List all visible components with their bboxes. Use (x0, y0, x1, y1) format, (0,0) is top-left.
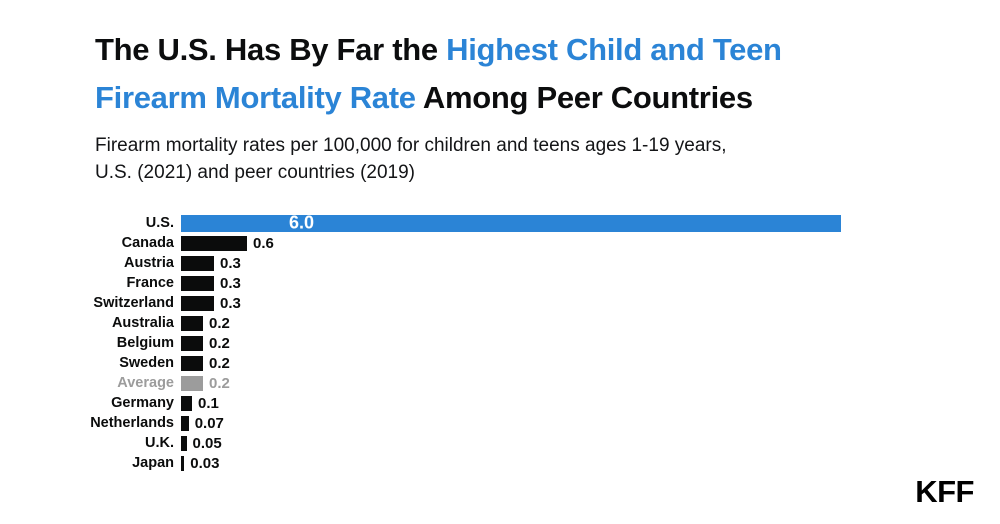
bar-track: 0.03 (181, 454, 1000, 472)
chart-header: The U.S. Has By Far the Highest Child an… (95, 26, 955, 186)
bar-track: 6.0 (181, 212, 1000, 233)
title-blue-segment: Firearm Mortality Rate (95, 80, 416, 115)
chart-row: France 0.3 (0, 273, 1000, 293)
category-label: Netherlands (90, 415, 174, 431)
bar-japan (181, 455, 185, 471)
value-label: 0.05 (192, 434, 222, 452)
bar-track: 0.07 (181, 414, 1000, 432)
chart-row: Netherlands 0.07 (0, 413, 1000, 433)
category-label: France (126, 275, 174, 291)
bar-track: 0.2 (181, 334, 1000, 352)
chart-row: Sweden 0.2 (0, 353, 1000, 373)
subtitle-line-1: Firearm mortality rates per 100,000 for … (95, 135, 727, 156)
subtitle-line-2: U.S. (2021) and peer countries (2019) (95, 162, 416, 183)
chart-row: Belgium 0.2 (0, 333, 1000, 353)
category-label: Sweden (119, 355, 174, 371)
category-label: Switzerland (93, 295, 174, 311)
category-label: U.S. (145, 215, 174, 231)
category-label: Average (117, 375, 174, 391)
value-label: 0.1 (198, 394, 219, 412)
chart-row: U.K. 0.05 (0, 433, 1000, 453)
category-label: Australia (111, 315, 174, 331)
value-label: 6.0 (289, 212, 315, 233)
bar-track: 0.05 (181, 434, 1000, 452)
bar-belgium (181, 335, 203, 351)
category-label: Japan (132, 455, 174, 471)
chart-rows: U.S. 6.0 Canada 0.6 Austria 0.3 France 0.3 Switz… (0, 213, 1000, 473)
category-label: Germany (111, 395, 174, 411)
chart-row: Austria 0.3 (0, 253, 1000, 273)
title-dark-segment: The U.S. Has By Far the (95, 32, 447, 67)
chart-row: Japan 0.03 (0, 453, 1000, 473)
value-label: 0.3 (220, 274, 241, 292)
value-label: 0.6 (253, 234, 274, 252)
chart-row: Average 0.2 (0, 373, 1000, 393)
chart-row: Germany 0.1 (0, 393, 1000, 413)
bar-sweden (181, 355, 203, 371)
value-label: 0.2 (209, 314, 230, 332)
category-label: Canada (121, 235, 174, 251)
bar-australia (181, 315, 203, 331)
bar-track: 0.1 (181, 394, 1000, 412)
kff-logo: KFF (915, 474, 974, 509)
bar-track: 0.3 (181, 274, 1000, 292)
bar-germany (181, 395, 192, 411)
chart-title-line-2: Firearm Mortality Rate Among Peer Countr… (95, 74, 955, 122)
category-label: Belgium (116, 335, 174, 351)
bar-switzerland (181, 295, 214, 311)
chart-row: Australia 0.2 (0, 313, 1000, 333)
value-label: 0.3 (220, 294, 241, 312)
bar-chart: U.S. 6.0 Canada 0.6 Austria 0.3 France 0.3 Switz… (0, 213, 1000, 473)
chart-title-line-1: The U.S. Has By Far the Highest Child an… (95, 26, 955, 74)
bar-track: 0.6 (181, 234, 1000, 252)
value-label: 0.2 (209, 334, 230, 352)
bar-france (181, 275, 214, 291)
chart-row: Canada 0.6 (0, 233, 1000, 253)
bar-track: 0.3 (181, 254, 1000, 272)
title-blue-segment: Highest Child and Teen (446, 32, 782, 67)
bar-average (181, 375, 203, 391)
title-dark-segment: Among Peer Countries (415, 80, 753, 115)
bar-track: 0.2 (181, 314, 1000, 332)
bar-netherlands (181, 415, 189, 431)
bar-canada (181, 235, 247, 251)
bar-track: 0.2 (181, 374, 1000, 392)
value-label: 0.2 (209, 354, 230, 372)
bar-track: 0.2 (181, 354, 1000, 372)
value-label: 0.03 (190, 454, 220, 472)
bar-uk (181, 435, 187, 451)
category-label: Austria (124, 255, 174, 271)
value-label: 0.2 (209, 374, 230, 392)
bar-austria (181, 255, 214, 271)
chart-subtitle: Firearm mortality rates per 100,000 for … (95, 132, 955, 186)
category-label: U.K. (145, 435, 174, 451)
bar-us: 6.0 (181, 212, 841, 233)
chart-row: U.S. 6.0 (0, 213, 1000, 233)
bar-track: 0.3 (181, 294, 1000, 312)
chart-row: Switzerland 0.3 (0, 293, 1000, 313)
value-label: 0.3 (220, 254, 241, 272)
value-label: 0.07 (194, 414, 224, 432)
